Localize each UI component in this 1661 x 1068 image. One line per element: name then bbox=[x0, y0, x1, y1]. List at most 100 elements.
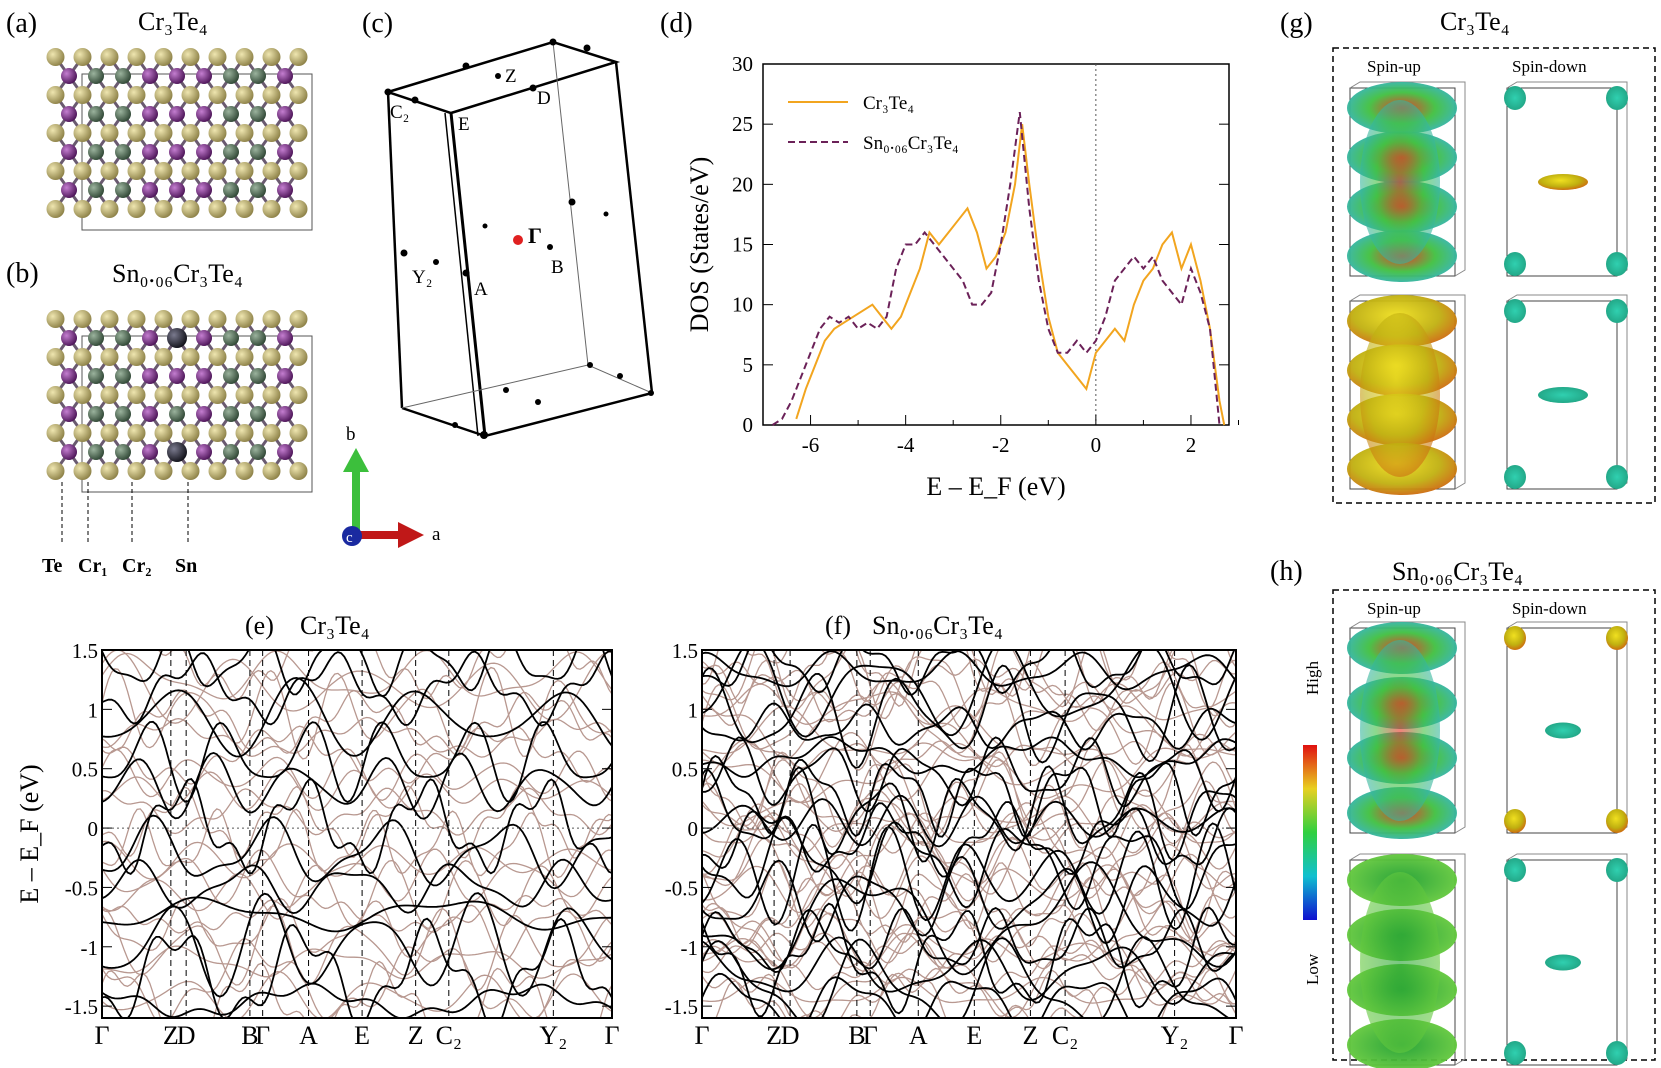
band-line bbox=[102, 960, 612, 1018]
fermi-surfaces-g bbox=[1347, 81, 1628, 495]
atom-te bbox=[208, 86, 227, 104]
atom-te bbox=[208, 386, 227, 404]
atom-te bbox=[262, 348, 281, 366]
y-tick-label: -0.5 bbox=[65, 876, 98, 900]
panel-h-col1: Spin-up bbox=[1367, 599, 1421, 618]
atom-te bbox=[289, 200, 308, 218]
atom-te bbox=[100, 86, 119, 104]
band-line bbox=[102, 808, 612, 879]
fs-surface bbox=[1360, 872, 1440, 1053]
atom-cr1 bbox=[277, 106, 293, 122]
panel-g-col2: Spin-down bbox=[1512, 57, 1587, 76]
fs-pocket bbox=[1504, 626, 1526, 650]
fs-center-pocket bbox=[1538, 174, 1588, 190]
atom-te bbox=[262, 424, 281, 442]
atom-cr1 bbox=[61, 144, 77, 160]
atom-cr2 bbox=[223, 330, 239, 346]
atom-te bbox=[262, 162, 281, 180]
atom-cr1 bbox=[277, 68, 293, 84]
k-point-label: E bbox=[354, 1021, 370, 1050]
bz-z: Z bbox=[505, 66, 517, 87]
panel-h-col2: Spin-down bbox=[1512, 599, 1587, 618]
crystal-structure-a bbox=[46, 48, 313, 231]
y-tick-label: 25 bbox=[732, 112, 753, 136]
atom-cr1 bbox=[196, 144, 212, 160]
atom-te bbox=[181, 386, 200, 404]
atom-te bbox=[235, 386, 254, 404]
atom-cr1 bbox=[61, 182, 77, 198]
fs-pocket bbox=[1606, 252, 1628, 276]
band-line bbox=[102, 650, 612, 724]
k-point-label: D bbox=[781, 1021, 800, 1050]
atom-te bbox=[235, 348, 254, 366]
axis-c-label: c bbox=[346, 530, 353, 546]
atom-te bbox=[154, 462, 173, 480]
fs-pocket bbox=[1504, 252, 1526, 276]
atom-cr2 bbox=[115, 68, 131, 84]
band-line bbox=[102, 892, 612, 998]
x-axis-label: E – E_F (eV) bbox=[926, 472, 1065, 501]
atom-te bbox=[262, 200, 281, 218]
atom-te bbox=[73, 348, 92, 366]
fs-pocket bbox=[1606, 626, 1628, 650]
band-line bbox=[702, 906, 1236, 974]
atom-te bbox=[73, 124, 92, 142]
band-line bbox=[702, 932, 1236, 985]
k-point-label: Z bbox=[1022, 1021, 1038, 1050]
fs-box bbox=[1506, 300, 1618, 490]
band-line bbox=[702, 740, 1236, 769]
atom-cr2 bbox=[223, 68, 239, 84]
panel-c-label: (c) bbox=[362, 8, 393, 39]
y-tick-label: 0 bbox=[688, 817, 699, 841]
atom-te bbox=[73, 462, 92, 480]
colorbar-low: Low bbox=[1303, 953, 1322, 985]
y-tick-label: 10 bbox=[732, 293, 753, 317]
atom-cr2 bbox=[250, 368, 266, 384]
atom-te bbox=[100, 424, 119, 442]
y-tick-label: 0 bbox=[743, 413, 754, 437]
y-tick-label: 30 bbox=[732, 52, 753, 76]
band-line bbox=[702, 736, 1236, 779]
band-line bbox=[702, 912, 1236, 970]
bands bbox=[702, 650, 1236, 1018]
k-point-label: Y₂ bbox=[1161, 1021, 1189, 1050]
band-line bbox=[702, 650, 1236, 691]
atom-cr2 bbox=[250, 330, 266, 346]
band-line bbox=[702, 765, 1236, 863]
atom-cr2 bbox=[250, 406, 266, 422]
fs-pocket bbox=[1504, 299, 1526, 323]
k-point-label: C₂ bbox=[1052, 1021, 1078, 1050]
fs-box bbox=[1506, 859, 1618, 1066]
atom-te bbox=[100, 162, 119, 180]
panel-a-title: Cr₃Te₄ bbox=[138, 7, 208, 36]
y-tick-label: 0.5 bbox=[72, 758, 98, 782]
atom-te bbox=[181, 48, 200, 66]
atom-sn bbox=[167, 328, 187, 348]
atom-te bbox=[100, 124, 119, 142]
panel-b-label: (b) bbox=[6, 258, 39, 289]
panel-g-title: Cr₃Te₄ bbox=[1440, 7, 1510, 36]
atom-cr2 bbox=[88, 444, 104, 460]
panel-d-label: (d) bbox=[660, 8, 693, 39]
band-line bbox=[702, 855, 1236, 945]
atom-cr1 bbox=[277, 444, 293, 460]
atom-te bbox=[208, 162, 227, 180]
atom-te bbox=[100, 310, 119, 328]
k-point-label: Z bbox=[163, 1021, 179, 1050]
band-frame bbox=[101, 649, 613, 1019]
fs-surface bbox=[1360, 313, 1440, 477]
band-line bbox=[102, 650, 612, 727]
atom-cr2 bbox=[250, 182, 266, 198]
fs-box bbox=[1506, 87, 1618, 277]
k-point-label: Γ bbox=[94, 1021, 109, 1050]
fs-pocket bbox=[1606, 1041, 1628, 1065]
atom-te bbox=[46, 462, 65, 480]
colorbar-high: High bbox=[1303, 661, 1322, 696]
atom-te bbox=[127, 462, 146, 480]
y-tick-label: 1 bbox=[688, 698, 699, 722]
atom-cr2 bbox=[115, 182, 131, 198]
band-line bbox=[715, 969, 1236, 1018]
atom-cr1 bbox=[196, 106, 212, 122]
band-line bbox=[102, 650, 612, 698]
atom-cr1 bbox=[61, 368, 77, 384]
